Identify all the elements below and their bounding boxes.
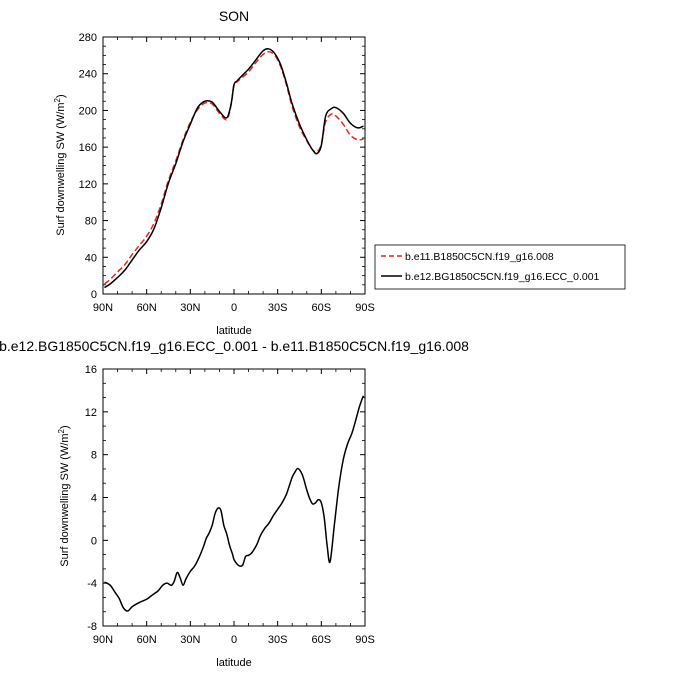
- x-tick-label: 90N: [93, 302, 113, 314]
- bottom-plot-frame: [102, 368, 366, 627]
- x-tick-label: 90S: [355, 634, 375, 646]
- bottom-x-axis-label: latitude: [216, 657, 251, 669]
- y-tick-label: -8: [87, 621, 97, 633]
- x-tick-label: 30S: [268, 302, 288, 314]
- top-y-axis-label: Surf downwelling SW (W/m2): [53, 94, 67, 235]
- y-tick-label: -4: [87, 578, 97, 590]
- x-tick-label: 60N: [137, 302, 157, 314]
- y-tick-label: 16: [85, 364, 97, 376]
- x-tick-label: 30N: [180, 302, 200, 314]
- y-tick-label: 12: [85, 407, 97, 419]
- x-tick-label: 60S: [312, 634, 332, 646]
- series-line-difference: [104, 395, 365, 612]
- bottom-y-axis-label: Surf downwelling SW (W/m2): [57, 425, 71, 566]
- x-tick-label: 30S: [268, 634, 288, 646]
- x-tick-label: 60S: [312, 302, 332, 314]
- top-plot-frame: [102, 36, 366, 295]
- bottom-chart-panel: b.e12.BG1850C5CN.f19_g16.ECC_0.001 - b.e…: [0, 338, 469, 669]
- legend-entry-ecc: b.e12.BG1850C5CN.f19_g16.ECC_0.001: [405, 271, 600, 283]
- x-tick-label: 30N: [180, 634, 200, 646]
- x-tick-label: 0: [231, 634, 237, 646]
- series-line-ecc: [104, 48, 364, 289]
- y-tick-label: 0: [91, 289, 97, 301]
- top-chart-title: SON: [219, 8, 249, 24]
- bottom-chart-title: b.e12.BG1850C5CN.f19_g16.ECC_0.001 - b.e…: [0, 338, 469, 354]
- y-tick-label: 40: [85, 252, 97, 264]
- y-tick-label: 8: [91, 450, 97, 462]
- y-tick-label: 120: [79, 179, 97, 191]
- legend: b.e11.B1850C5CN.f19_g16.008 b.e12.BG1850…: [374, 244, 626, 290]
- x-tick-label: 90S: [355, 302, 375, 314]
- x-tick-label: 60N: [137, 634, 157, 646]
- y-tick-label: 160: [79, 142, 97, 154]
- top-x-axis-label: latitude: [216, 325, 251, 337]
- x-tick-label: 0: [231, 302, 237, 314]
- x-tick-label: 90N: [93, 634, 113, 646]
- y-tick-label: 200: [79, 105, 97, 117]
- y-tick-label: 0: [91, 535, 97, 547]
- y-tick-label: 80: [85, 216, 97, 228]
- legend-box: [374, 244, 626, 290]
- y-tick-label: 280: [79, 32, 97, 44]
- y-tick-label: 240: [79, 69, 97, 81]
- legend-entry-control: b.e11.B1850C5CN.f19_g16.008: [405, 251, 554, 263]
- y-tick-label: 4: [91, 493, 97, 505]
- top-chart-panel: SON 0 40 80 120 160 200 240 280 90N 60N 30N 0 30S 60…: [53, 8, 375, 337]
